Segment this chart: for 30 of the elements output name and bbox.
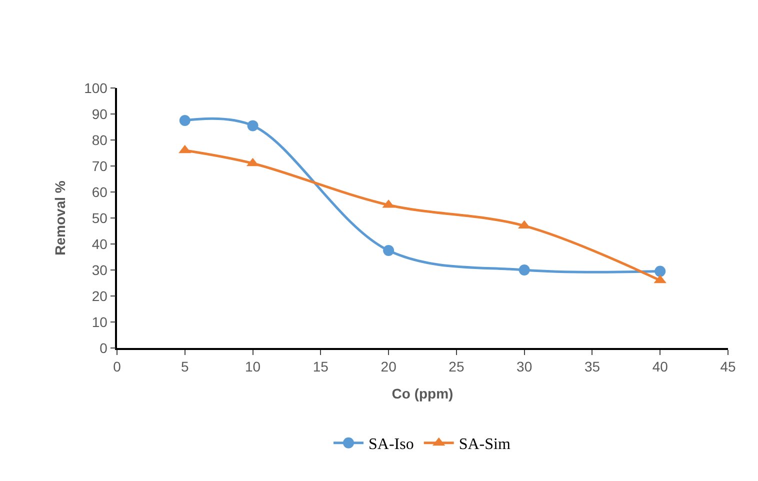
x-tick-label: 30: [516, 358, 532, 375]
y-tick-label: 90: [92, 106, 108, 122]
y-tick-label: 10: [92, 314, 108, 330]
legend-label: SA-Sim: [458, 436, 511, 454]
x-tick-label: 15: [312, 358, 329, 375]
legend-label: SA-Iso: [368, 436, 414, 454]
y-tick-label: 30: [92, 262, 108, 278]
point: [654, 266, 666, 277]
x-axis-title: Co (ppm): [392, 385, 454, 402]
x-tick-label: 0: [113, 358, 122, 375]
point: [247, 120, 258, 132]
y-tick-label: 80: [92, 132, 108, 148]
x-tick-label: 45: [720, 358, 736, 375]
point: [383, 245, 394, 256]
x-tick-label: 40: [652, 358, 668, 375]
x-tick-label: 5: [180, 358, 189, 375]
x-tick-label: 20: [380, 358, 397, 375]
y-tick-label: 100: [84, 80, 108, 96]
x-tick-label: 35: [584, 358, 600, 375]
point: [518, 264, 530, 276]
y-tick-label: 40: [92, 236, 108, 252]
x-tick-label: 10: [244, 358, 261, 375]
y-tick-label: 60: [92, 184, 108, 200]
y-axis-title: Removal %: [52, 180, 68, 256]
y-tick-label: 70: [92, 158, 108, 174]
point: [179, 115, 190, 126]
x-tick-label: 25: [448, 358, 464, 375]
y-tick-label: 0: [100, 340, 108, 356]
y-tick-label: 20: [92, 288, 108, 304]
y-tick-label: 50: [92, 210, 108, 226]
